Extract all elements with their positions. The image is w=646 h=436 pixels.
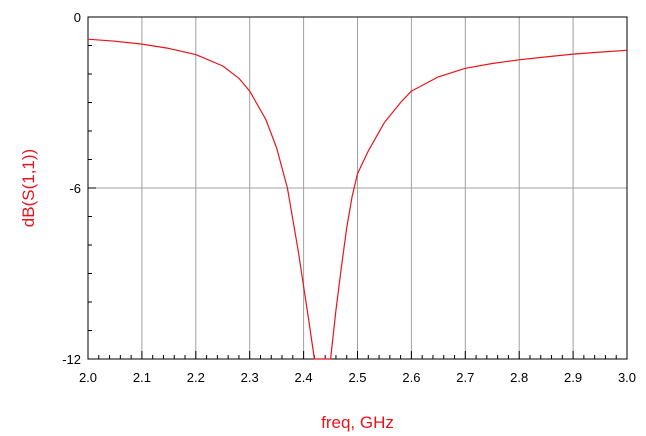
x-tick-label: 2.4 bbox=[295, 370, 313, 385]
plot-frame bbox=[87, 16, 628, 360]
x-tick-label: 2.2 bbox=[187, 370, 205, 385]
x-tick-label: 2.9 bbox=[564, 370, 582, 385]
y-axis-label: dB(S(1,1)) bbox=[19, 149, 38, 227]
x-axis-label: freq, GHz bbox=[321, 413, 394, 432]
y-tick-label: -12 bbox=[62, 352, 81, 367]
x-tick-label: 2.3 bbox=[241, 370, 259, 385]
x-tick-label: 3.0 bbox=[618, 370, 636, 385]
x-tick-label: 2.7 bbox=[456, 370, 474, 385]
x-tick-labels: 2.0 2.1 2.2 2.3 2.4 2.5 2.6 2.7 2.8 2.9 3.0 bbox=[79, 370, 636, 385]
series-line-s11 bbox=[87, 38, 628, 360]
y-tick-labels: 0 -6 -12 bbox=[62, 10, 81, 367]
y-tick-label: -6 bbox=[69, 181, 81, 196]
y-tick-label: 0 bbox=[74, 10, 81, 25]
grid-lines bbox=[88, 17, 627, 359]
x-tick-label: 2.8 bbox=[510, 370, 528, 385]
x-tick-label: 2.6 bbox=[402, 370, 420, 385]
x-tick-label: 2.1 bbox=[133, 370, 151, 385]
x-tick-label: 2.0 bbox=[79, 370, 97, 385]
series-layer bbox=[87, 38, 628, 360]
x-tick-label: 2.5 bbox=[348, 370, 366, 385]
